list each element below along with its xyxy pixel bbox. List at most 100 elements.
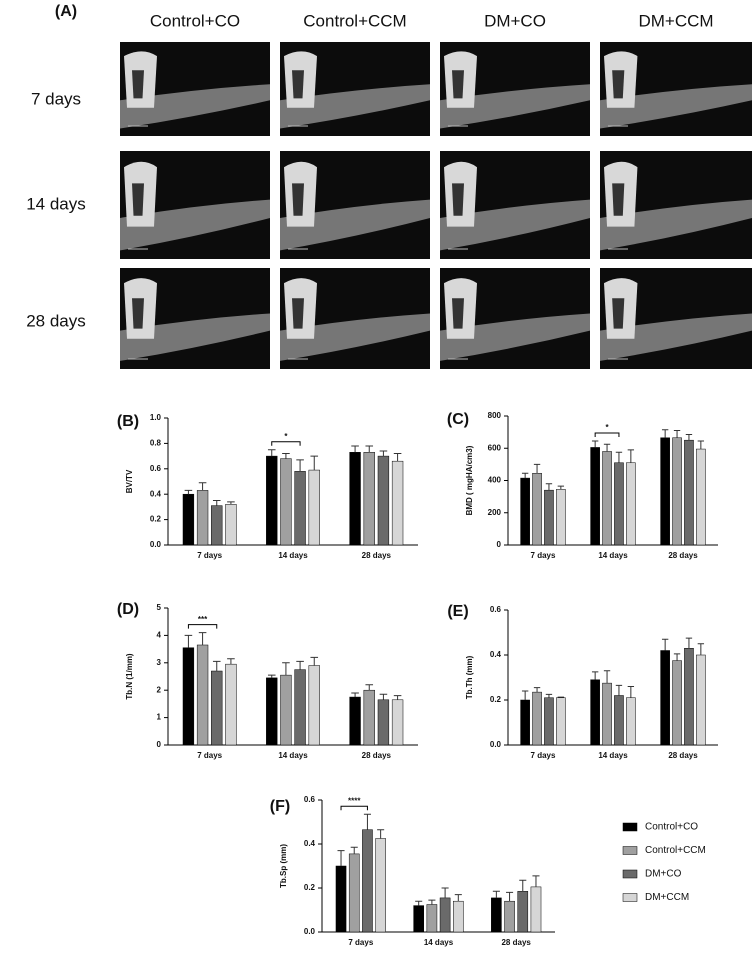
ct-image (120, 151, 270, 259)
x-tick-label: 28 days (362, 751, 392, 760)
ct-image (440, 42, 590, 136)
error-bar (697, 643, 705, 655)
chart: (E) Tb.Th (mm) 0.0 0.2 0.4 0.6 7 days 14 days 28… (447, 603, 718, 760)
bar (266, 677, 278, 746)
error-bar (615, 684, 623, 696)
ct-image (280, 268, 430, 369)
y-tick-label: 0.2 (490, 695, 502, 704)
bar (672, 660, 682, 746)
y-tick-label: 0.6 (304, 795, 316, 804)
error-bar (282, 453, 290, 459)
error-bar (310, 656, 319, 666)
significance-bracket (187, 624, 218, 629)
error-bar (198, 482, 207, 491)
chart: (C) BMD ( mgHA/cm3) 0 200 400 600 800 7 days 14 … (447, 411, 718, 560)
legend-swatch (622, 822, 638, 832)
error-bar (441, 887, 449, 898)
ct-image (600, 42, 752, 136)
bar (530, 886, 542, 933)
bone (280, 84, 430, 129)
row-label: 28 days (26, 311, 86, 330)
y-tick-label: 5 (157, 603, 162, 612)
bar (602, 682, 612, 746)
significance-label: **** (348, 796, 361, 805)
x-tick-label: 28 days (501, 938, 531, 947)
x-tick-label: 14 days (424, 938, 454, 947)
tooth-inner (452, 183, 464, 216)
legend-label: Control+CCM (645, 845, 706, 856)
chart: (B) BV/TV 0.0 0.2 0.4 0.6 0.8 1.0 7 days 14 days 2… (117, 413, 418, 560)
bar (626, 462, 636, 546)
error-bar (615, 451, 623, 463)
x-tick-label: 14 days (598, 551, 628, 560)
error-bar (351, 445, 359, 453)
panel-label: (E) (447, 603, 468, 620)
y-tick-label: 0.0 (490, 740, 502, 749)
bar (517, 891, 529, 933)
error-bar (533, 463, 541, 474)
x-tick-label: 7 days (531, 751, 556, 760)
x-tick-label: 14 days (598, 751, 628, 760)
bar (614, 462, 624, 546)
error-bar (697, 440, 705, 450)
column-header: DM+CCM (638, 11, 713, 30)
legend-swatch (622, 869, 638, 879)
bone (280, 313, 430, 361)
bar (294, 471, 306, 546)
error-bar (379, 693, 388, 700)
error-bar (545, 483, 553, 491)
y-axis-label: Tb.Sp (mm) (279, 844, 288, 888)
error-bar (296, 459, 304, 472)
tooth-inner (452, 70, 464, 99)
error-bar (415, 900, 423, 906)
error-bar (591, 440, 599, 448)
x-tick-label: 7 days (197, 751, 222, 760)
y-tick-label: 0 (157, 740, 162, 749)
error-bar (282, 662, 290, 676)
error-bar (310, 455, 319, 471)
y-tick-label: 4 (157, 631, 162, 640)
bar (375, 838, 386, 933)
ct-image (440, 268, 590, 369)
error-bar (198, 632, 207, 645)
error-bar (379, 450, 388, 457)
x-tick-label: 28 days (362, 551, 392, 560)
error-bar (603, 670, 611, 684)
bar (660, 437, 670, 546)
bar (377, 699, 390, 746)
error-bar (661, 429, 669, 438)
y-tick-label: 0.2 (150, 515, 162, 524)
error-bar (685, 434, 693, 441)
bar (196, 490, 209, 546)
bone (120, 84, 270, 129)
error-bar (267, 449, 276, 457)
y-tick-label: 1 (157, 713, 162, 722)
y-tick-label: 0 (497, 540, 502, 549)
error-bar (337, 850, 345, 866)
y-tick-label: 0.0 (150, 540, 162, 549)
bar (590, 679, 600, 746)
error-bar (685, 637, 693, 649)
column-header: DM+CO (484, 11, 546, 30)
bar (602, 451, 612, 546)
x-tick-label: 14 days (278, 751, 308, 760)
error-bar (227, 658, 235, 665)
x-tick-label: 28 days (668, 751, 698, 760)
bone (440, 84, 590, 129)
error-bar (365, 684, 374, 691)
significance-label: * (605, 423, 609, 432)
error-bar (351, 692, 359, 698)
error-bar (296, 660, 304, 670)
tooth-inner (132, 183, 144, 216)
bar (696, 448, 706, 546)
bar (308, 469, 320, 546)
error-bar (627, 686, 635, 698)
chart: (D) Tb.N (1/mm) 0 1 2 3 4 5 7 days 14 days 28 days… (117, 601, 418, 760)
bar (349, 696, 361, 746)
significance-label: * (284, 432, 288, 441)
panel-label: (F) (270, 798, 290, 815)
column-header: Control+CCM (303, 11, 406, 30)
error-bar (673, 430, 681, 438)
bar (280, 674, 292, 746)
